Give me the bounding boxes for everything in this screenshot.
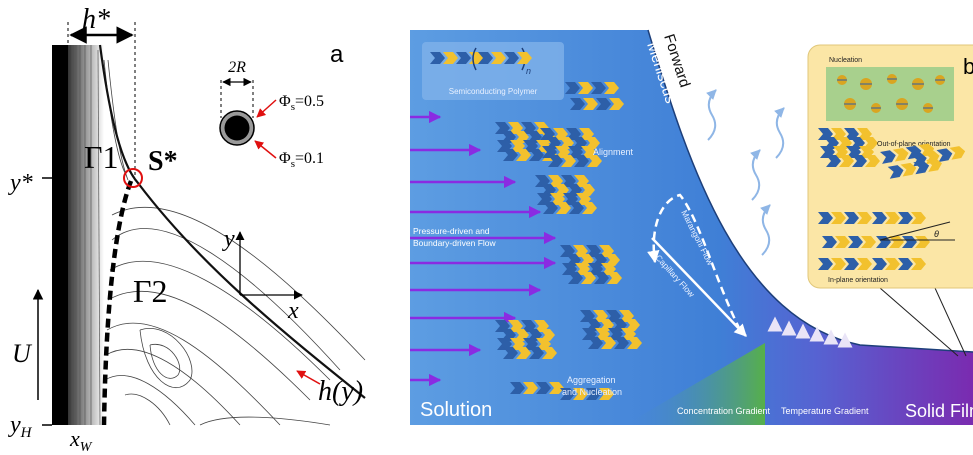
x-w: xW — [69, 426, 93, 455]
pointer — [257, 100, 276, 117]
aggregation-line1: Aggregation — [567, 375, 616, 385]
axis-x: x — [287, 298, 299, 324]
axis-y: y — [222, 226, 235, 252]
film: Solid Film — [905, 401, 973, 421]
shape-path — [125, 394, 170, 425]
shape-tspan: x — [69, 426, 80, 451]
legend-n: n — [526, 66, 531, 76]
page: { "panel_a": { "label": "a", "h_star": "… — [0, 0, 973, 455]
shape-tspan: Φ — [279, 150, 291, 167]
flow-line2: Boundary-driven Flow — [413, 238, 497, 248]
phi-core: Φs=0.5 — [279, 93, 324, 113]
velocity: U — [12, 339, 33, 368]
panel-b: Forward Meniscus n Semiconducting Polyme… — [410, 30, 973, 425]
shape-tspan: Φ — [279, 93, 291, 110]
inset-nucleation: Nucleation — [829, 57, 862, 64]
h-star: h* — [82, 4, 110, 35]
shape-tspan: H — [20, 425, 33, 441]
shape-path — [200, 417, 330, 425]
shape-path — [107, 323, 280, 425]
pointer — [297, 371, 320, 384]
pointer — [255, 141, 276, 158]
aggregation-line2: and Nucleation — [562, 387, 622, 397]
panel-label: a — [330, 41, 344, 68]
diameter: 2R — [228, 59, 246, 76]
legend-caption: Semiconducting Polymer — [449, 87, 538, 96]
shape-tspan: W — [80, 440, 93, 455]
inset-in-plane: In-plane orientation — [828, 277, 888, 284]
panel-label: b — [963, 54, 973, 79]
inset-angle: θ — [934, 229, 939, 239]
gamma2: Γ2 — [133, 273, 168, 309]
gamma1: Γ1 — [84, 139, 119, 175]
flow-line1: Pressure-driven and — [413, 226, 490, 236]
separatrix — [104, 181, 131, 425]
shape-tspan: y — [8, 412, 21, 438]
temperature: Temperature Gradient — [781, 406, 869, 416]
solution: Solution — [420, 399, 492, 421]
figure: h* a y* Γ1 S* Γ2 2R — [0, 0, 973, 455]
y-h: yH — [8, 412, 33, 441]
shape-tspan: =0.1 — [295, 150, 324, 167]
interface-label: h(y) — [318, 376, 363, 407]
particle-core — [225, 116, 250, 141]
shape-tspan: =0.5 — [295, 93, 324, 110]
alignment: Alignment — [593, 147, 634, 157]
wall — [52, 45, 68, 425]
concentration: Concentration Gradient — [677, 406, 771, 416]
phi-shell: Φs=0.1 — [279, 150, 324, 170]
interface-curve — [100, 45, 365, 398]
s-star: S* — [148, 146, 178, 177]
panel-a: h* a y* Γ1 S* Γ2 2R — [8, 4, 365, 455]
shape-path — [105, 376, 195, 425]
shape-path — [140, 328, 192, 387]
y-star: y* — [8, 170, 33, 196]
